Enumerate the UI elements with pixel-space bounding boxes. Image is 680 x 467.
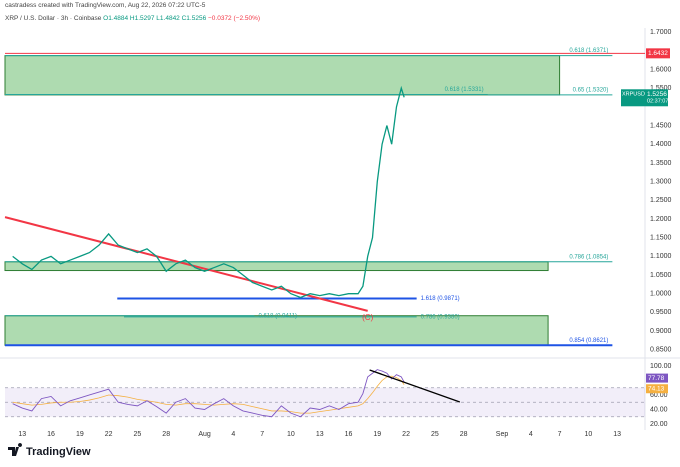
y-tick-label: 1.5500 [650, 85, 672, 92]
x-tick-label: 10 [584, 431, 592, 438]
rsi-tick-label: 40.00 [650, 406, 668, 413]
y-tick-label: 1.6000 [650, 66, 672, 73]
x-tick-label: 7 [260, 431, 264, 438]
price-line [12, 85, 405, 299]
rsi-ma [12, 375, 405, 414]
fib-label: 0.618 (1.5331) [445, 87, 484, 93]
x-tick-label: 28 [162, 431, 170, 438]
x-tick-label: 19 [373, 431, 381, 438]
price-badge [646, 48, 670, 59]
legend: XRP / U.S. Dollar · 3h · Coinbase O1.488… [5, 14, 260, 24]
credit: castradess created with TradingView.com,… [5, 2, 206, 9]
y-tick-label: 1.2000 [650, 216, 672, 223]
ohlc: H1.5297 [129, 15, 155, 22]
rsi-tick-label: 100.00 [650, 363, 672, 370]
zone [4, 55, 561, 96]
x-tick-label: 4 [529, 431, 533, 438]
rsi-badge-text: 74.13 [648, 385, 665, 392]
y-tick-label: 0.8500 [650, 347, 672, 354]
x-tick-label: 7 [558, 431, 562, 438]
y-tick-label: 1.2500 [650, 197, 672, 204]
fib-label: 0.618 (1.6371) [569, 48, 608, 54]
rsi-badge [646, 373, 668, 383]
y-tick-label: 1.1500 [650, 234, 672, 241]
wave-label: (C) [362, 313, 373, 322]
zone [4, 315, 549, 346]
x-tick-label: 16 [345, 431, 353, 438]
ohlc: O1.4884 [103, 15, 129, 22]
ohlc: L1.4842 [156, 15, 180, 22]
zone [4, 261, 549, 272]
x-tick-label: 16 [47, 431, 55, 438]
header: castradess created with TradingView.com,… [5, 1, 260, 24]
y-tick-label: 0.9000 [650, 328, 672, 335]
x-tick-label: 10 [287, 431, 295, 438]
x-tick-label: 13 [316, 431, 324, 438]
countdown: 02:37:07 [647, 99, 668, 105]
y-tick-label: 1.3500 [650, 160, 672, 167]
y-tick-label: 1.0500 [650, 272, 672, 279]
fib-label: 0.854 (0.8621) [569, 338, 608, 344]
rsi-tick-label: 60.00 [650, 392, 668, 399]
x-tick-label: 22 [105, 431, 113, 438]
x-tick-label: 25 [134, 431, 142, 438]
x-tick-label: 25 [431, 431, 439, 438]
x-tick-label: 13 [18, 431, 26, 438]
logo [8, 443, 23, 456]
brand: TradingView [26, 446, 91, 458]
change: −0.0372 (−2.50%) [208, 15, 261, 22]
series-name: XRPUSD [622, 92, 645, 98]
fib-label: 0.786 (0.9380) [421, 314, 460, 320]
x-tick-label: 22 [402, 431, 410, 438]
rsi-badge-text: 77.78 [648, 375, 665, 382]
rsi-line [12, 369, 405, 418]
x-tick-label: 28 [460, 431, 468, 438]
rsi-tick-label: 20.00 [650, 421, 668, 428]
x-tick-label: Aug [198, 431, 211, 438]
x-tick-label: Sep [496, 431, 509, 438]
rsi-trendline [369, 369, 461, 403]
x-tick-label: 4 [231, 431, 235, 438]
fib-label: 0.618 (0.9411) [258, 313, 297, 319]
current-price: 1.5256 [647, 91, 667, 98]
current-badge [621, 89, 668, 107]
rsi-badge [646, 384, 668, 394]
price-badge-text: 1.6432 [648, 50, 668, 57]
fib-label: 0.786 (1.0854) [569, 254, 608, 260]
fib-label: 1.618 (0.9871) [421, 296, 460, 302]
x-tick-label: 13 [613, 431, 621, 438]
y-tick-label: 1.4000 [650, 141, 672, 148]
symbol: XRP / U.S. Dollar · 3h · Coinbase [5, 15, 102, 22]
y-tick-label: 1.7000 [650, 29, 672, 36]
y-tick-label: 1.3000 [650, 178, 672, 185]
y-tick-label: 0.9500 [650, 309, 672, 316]
ohlc: C1.5256 [181, 15, 207, 22]
x-tick-label: 19 [76, 431, 84, 438]
y-tick-label: 1.0000 [650, 291, 672, 298]
y-tick-label: 1.1000 [650, 253, 672, 260]
fib-label: 0.65 (1.5320) [573, 87, 609, 93]
y-tick-label: 1.4500 [650, 122, 672, 129]
